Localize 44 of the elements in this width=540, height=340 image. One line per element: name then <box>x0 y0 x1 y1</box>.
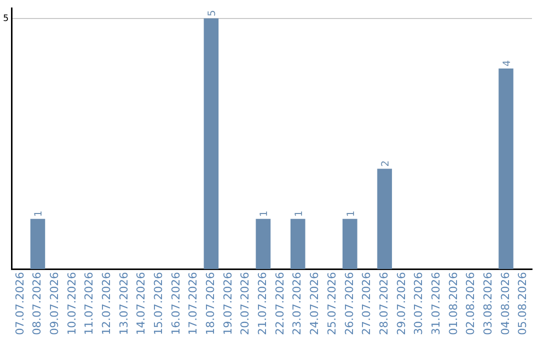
x-tick-label: 30.07.2026 <box>412 272 426 336</box>
x-tick-label: 08.07.2026 <box>30 272 44 336</box>
x-tick-label: 28.07.2026 <box>377 272 390 336</box>
data-label: 1 <box>34 210 45 217</box>
data-label: 4 <box>502 60 513 67</box>
x-tick-label: 18.07.2026 <box>204 272 218 336</box>
x-tick-label: 25.07.2026 <box>325 272 338 336</box>
x-tick-label: 27.07.2026 <box>360 272 374 336</box>
x-tick-label: 22.07.2026 <box>273 272 286 336</box>
data-label: 2 <box>380 160 392 167</box>
bar <box>290 218 306 270</box>
bar <box>30 218 46 270</box>
x-tick-label: 29.07.2026 <box>394 272 408 336</box>
x-tick-label: 19.07.2026 <box>221 272 234 336</box>
data-label: 5 <box>207 10 218 16</box>
bar <box>498 68 514 270</box>
x-tick-label: 03.08.2026 <box>482 272 495 336</box>
x-tick-label: 23.07.2026 <box>290 272 304 336</box>
x-tick-label: 16.07.2026 <box>169 272 182 336</box>
x-tick-label: 15.07.2026 <box>152 272 165 336</box>
x-tick-label: 17.07.2026 <box>186 272 200 336</box>
bar <box>377 168 392 270</box>
data-label: 1 <box>259 210 270 217</box>
x-tick-label: 12.07.2026 <box>100 272 113 336</box>
x-tick-label: 07.07.2026 <box>13 272 26 336</box>
x-tick-label: 09.07.2026 <box>48 272 61 336</box>
x-tick-label: 01.08.2026 <box>446 272 460 336</box>
data-label: 1 <box>346 210 357 217</box>
x-tick-label: 04.08.2026 <box>498 272 512 336</box>
x-tick-label: 26.07.2026 <box>342 272 356 336</box>
x-tick-label: 02.08.2026 <box>464 272 478 336</box>
x-tick-label: 10.07.2026 <box>65 272 78 336</box>
x-tick-label: 31.07.2026 <box>429 272 442 336</box>
x-tick-label: 20.07.2026 <box>238 272 252 336</box>
bar <box>256 218 271 270</box>
x-tick-label: 13.07.2026 <box>117 272 130 336</box>
bar <box>342 218 358 270</box>
x-tick-label: 24.07.2026 <box>308 272 322 336</box>
data-label: 1 <box>294 210 305 217</box>
x-tick-label: 14.07.2026 <box>134 272 148 336</box>
bar <box>204 18 219 270</box>
x-tick-label: 11.07.2026 <box>82 272 96 336</box>
x-tick-label: 21.07.2026 <box>256 272 270 336</box>
x-tick-label: 05.08.2026 <box>516 272 530 336</box>
